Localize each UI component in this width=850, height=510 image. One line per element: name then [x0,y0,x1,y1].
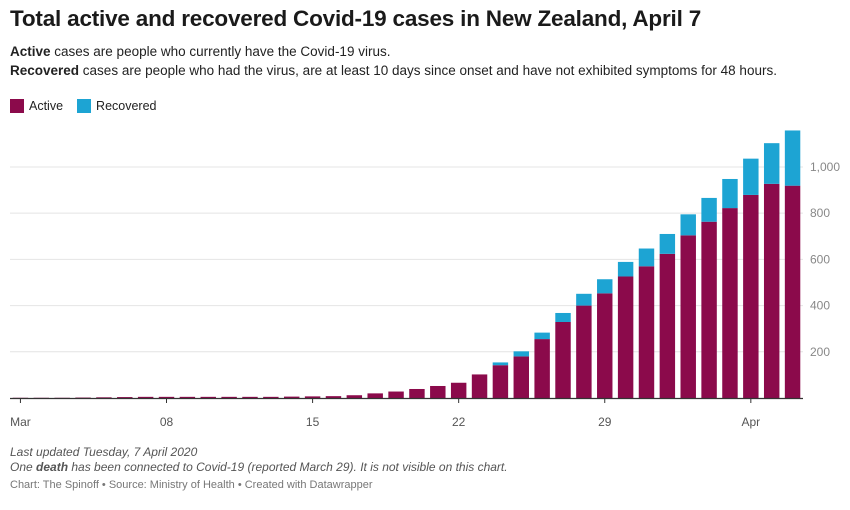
bar-active [597,293,613,398]
bar-active [221,396,237,398]
x-tick-label-15: 15 [306,415,320,429]
bar-active [388,391,404,398]
y-tick-label-600: 600 [810,252,830,266]
death-note: One death has been connected to Covid-19… [10,460,508,474]
bar-active [492,365,509,398]
bar-active [346,395,363,398]
bar-active [304,396,321,398]
bar-active [325,396,342,398]
bar-active [680,235,696,398]
bar-active [450,382,467,398]
recovered-description-text: cases are people who had the virus, are … [79,63,777,78]
bar-recovered [638,248,655,267]
description-recovered: Recovered cases are people who had the v… [10,63,777,78]
bar-active [367,393,383,398]
bar-active [638,266,655,398]
bar-recovered [659,233,676,254]
death-note-post: has been connected to Covid-19 (reported… [68,460,508,474]
legend-swatch-recovered [77,99,92,113]
recovered-bold-label: Recovered [10,63,80,78]
bar-recovered [513,351,529,357]
bar-active [555,321,571,398]
bar-active [743,194,759,398]
x-tick-label-Apr: Apr [741,415,760,429]
bar-recovered [722,178,738,209]
chart-plot: 200 400 600 800 1,000 Mar 08 15 22 29 Apr [10,130,840,429]
bar-recovered [784,130,801,186]
death-note-pre: One [10,460,37,474]
x-tick-label-22: 22 [452,415,466,429]
bar-recovered [680,214,696,236]
bar-active [701,221,717,398]
bar-recovered [534,332,550,340]
death-note-bold: death [36,460,69,474]
legend-item-active: Active [10,99,63,113]
x-tick-label-Mar: Mar [10,415,31,429]
bar-recovered [597,279,613,294]
legend-label-active: Active [29,99,64,113]
legend-swatch-active [10,99,24,113]
chart-title: Total active and recovered Covid-19 case… [10,6,702,31]
bar-recovered [701,197,717,222]
bar-active [242,396,258,398]
legend-label-recovered: Recovered [96,99,157,113]
bar-active [430,385,446,398]
y-tick-label-1000: 1,000 [810,160,840,174]
bar-active [784,185,801,398]
legend: Active Recovered [10,99,171,113]
bar-active [722,208,738,398]
bar-recovered [576,293,592,306]
x-tick-label-08: 08 [160,415,174,429]
bar-active [513,356,529,398]
bar-active [284,396,300,398]
bar-active [137,396,154,398]
active-bold-label: Active [10,44,51,59]
bar-active [200,396,216,398]
y-tick-label-200: 200 [810,345,830,359]
bar-active [617,276,634,398]
bar-recovered [492,362,509,366]
last-updated-note: Last updated Tuesday, 7 April 2020 [10,445,198,459]
bar-active [534,339,550,398]
bar-active [763,183,780,398]
bar-recovered [617,261,634,277]
y-tick-label-400: 400 [810,299,830,313]
bar-active [263,396,279,398]
bar-active [576,305,592,398]
bar-recovered [555,312,571,322]
bar-recovered [763,143,780,184]
legend-item-recovered: Recovered [77,99,157,113]
bar-active [117,397,133,398]
bar-active [471,374,488,398]
bar-active [659,253,676,398]
chart-credit: Chart: The Spinoff • Source: Ministry of… [10,479,373,491]
bar-active [409,388,425,398]
y-tick-label-800: 800 [810,206,830,220]
bar-active [96,397,112,398]
active-description-text: cases are people who currently have the … [50,44,391,59]
bar-active [158,396,175,398]
bar-active [179,396,196,398]
description-active: Active cases are people who currently ha… [10,44,390,59]
bar-recovered [743,158,759,195]
x-tick-label-29: 29 [598,415,612,429]
